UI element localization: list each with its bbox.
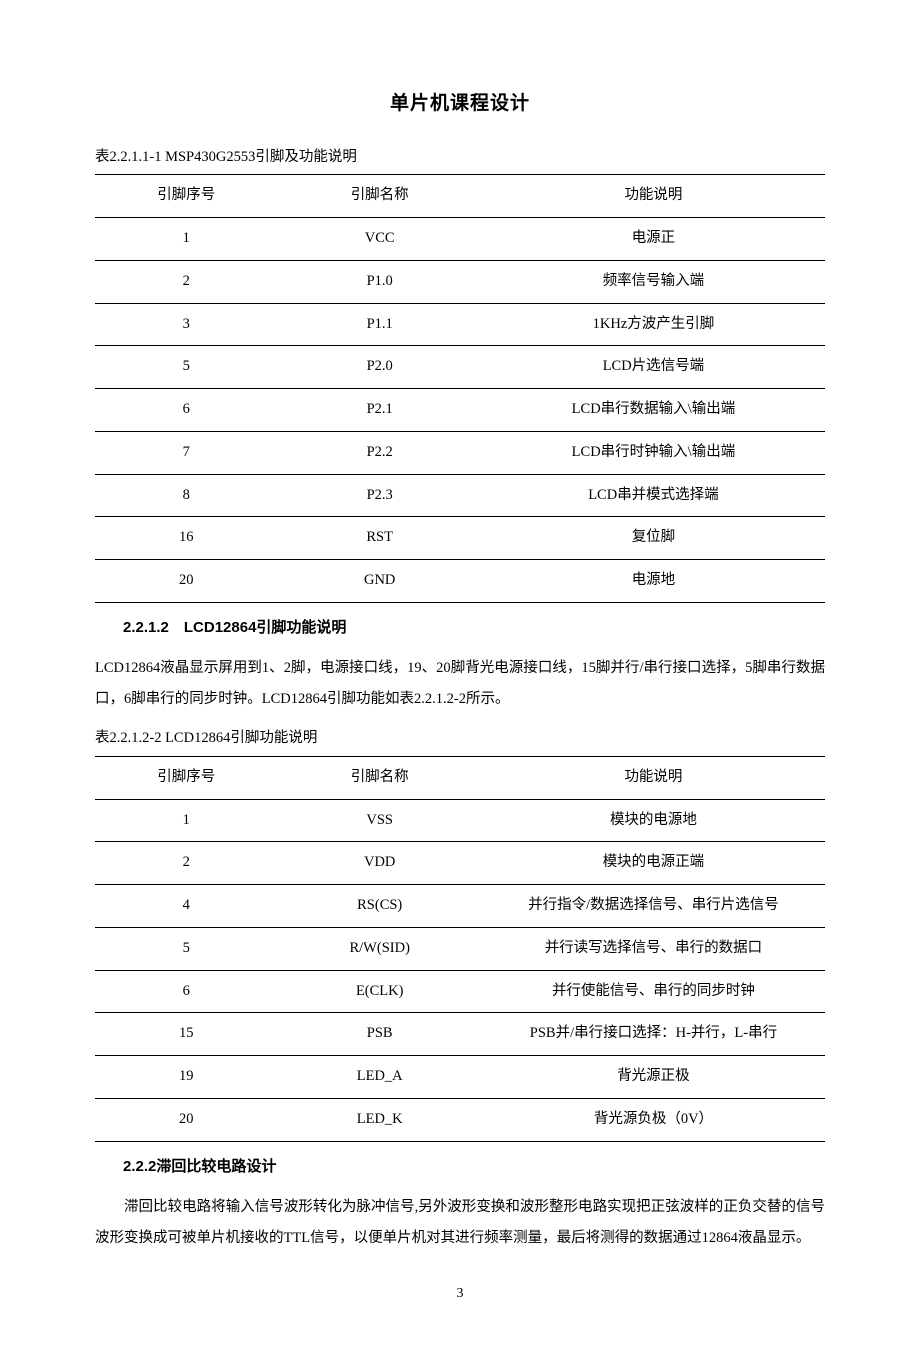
t2-cell: 1 (95, 799, 278, 842)
t1-cell: VCC (278, 218, 482, 261)
t2-cell: 2 (95, 842, 278, 885)
table1-caption: 表2.2.1.1-1 MSP430G2553引脚及功能说明 (95, 147, 825, 169)
t2-row: 1VSS模块的电源地 (95, 799, 825, 842)
t1-header-name: 引脚名称 (278, 175, 482, 218)
t2-row: 5R/W(SID)并行读写选择信号、串行的数据口 (95, 927, 825, 970)
t1-cell: 7 (95, 431, 278, 474)
t1-cell: 频率信号输入端 (482, 260, 825, 303)
paragraph-lcd-intro: LCD12864液晶显示屏用到1、2脚，电源接口线，19、20脚背光电源接口线，… (95, 653, 825, 714)
t1-cell: 电源地 (482, 560, 825, 603)
pin-table-1: 引脚序号 引脚名称 功能说明 1VCC电源正2P1.0频率信号输入端3P1.11… (95, 174, 825, 603)
t1-row: 1VCC电源正 (95, 218, 825, 261)
t1-cell: GND (278, 560, 482, 603)
t2-cell: 背光源正极 (482, 1056, 825, 1099)
t1-cell: LCD串行数据输入\输出端 (482, 389, 825, 432)
t2-cell: PSB (278, 1013, 482, 1056)
t2-row: 20LED_K背光源负极（0V） (95, 1098, 825, 1141)
t2-cell: 模块的电源地 (482, 799, 825, 842)
t2-cell: 模块的电源正端 (482, 842, 825, 885)
t2-cell: 15 (95, 1013, 278, 1056)
t1-header-desc: 功能说明 (482, 175, 825, 218)
t2-cell: 5 (95, 927, 278, 970)
t2-row: 19LED_A背光源正极 (95, 1056, 825, 1099)
t2-cell: 19 (95, 1056, 278, 1099)
t1-cell: LCD串并模式选择端 (482, 474, 825, 517)
t1-cell: 复位脚 (482, 517, 825, 560)
subheading-hysteresis: 2.2.2滞回比较电路设计 (95, 1156, 825, 1179)
t1-cell: 8 (95, 474, 278, 517)
t1-cell: 电源正 (482, 218, 825, 261)
t1-row: 8P2.3LCD串并模式选择端 (95, 474, 825, 517)
t2-row: 15PSBPSB并/串行接口选择：H-并行，L-串行 (95, 1013, 825, 1056)
t1-cell: 3 (95, 303, 278, 346)
t2-cell: PSB并/串行接口选择：H-并行，L-串行 (482, 1013, 825, 1056)
subheading-lcd12864: 2.2.1.2 LCD12864引脚功能说明 (95, 617, 825, 640)
t2-header-pin: 引脚序号 (95, 756, 278, 799)
t2-cell: RS(CS) (278, 885, 482, 928)
t1-cell: LCD片选信号端 (482, 346, 825, 389)
t1-cell: 2 (95, 260, 278, 303)
t1-header-pin: 引脚序号 (95, 175, 278, 218)
t1-cell: 1 (95, 218, 278, 261)
t2-row: 6E(CLK)并行使能信号、串行的同步时钟 (95, 970, 825, 1013)
t1-cell: P1.1 (278, 303, 482, 346)
t1-cell: 20 (95, 560, 278, 603)
t1-cell: 1KHz方波产生引脚 (482, 303, 825, 346)
t1-cell: 6 (95, 389, 278, 432)
t1-row: 2P1.0频率信号输入端 (95, 260, 825, 303)
document-title: 单片机课程设计 (95, 90, 825, 119)
t2-cell: 并行读写选择信号、串行的数据口 (482, 927, 825, 970)
t2-cell: R/W(SID) (278, 927, 482, 970)
t2-cell: 背光源负极（0V） (482, 1098, 825, 1141)
t2-cell: 6 (95, 970, 278, 1013)
t1-row: 20GND电源地 (95, 560, 825, 603)
t2-cell: 20 (95, 1098, 278, 1141)
t1-cell: P2.3 (278, 474, 482, 517)
t1-cell: P2.2 (278, 431, 482, 474)
pin-table-2: 引脚序号 引脚名称 功能说明 1VSS模块的电源地2VDD模块的电源正端4RS(… (95, 756, 825, 1142)
paragraph-hysteresis: 滞回比较电路将输入信号波形转化为脉冲信号,另外波形变换和波形整形电路实现把正弦波… (95, 1192, 825, 1253)
t1-cell: P1.0 (278, 260, 482, 303)
t2-cell: LED_A (278, 1056, 482, 1099)
t1-cell: P2.1 (278, 389, 482, 432)
t1-row: 16RST复位脚 (95, 517, 825, 560)
t1-row: 3P1.11KHz方波产生引脚 (95, 303, 825, 346)
t2-cell: 并行使能信号、串行的同步时钟 (482, 970, 825, 1013)
t2-cell: E(CLK) (278, 970, 482, 1013)
page-number: 3 (95, 1283, 825, 1304)
t1-cell: P2.0 (278, 346, 482, 389)
t2-cell: LED_K (278, 1098, 482, 1141)
t1-cell: RST (278, 517, 482, 560)
t2-header-name: 引脚名称 (278, 756, 482, 799)
t1-row: 6P2.1LCD串行数据输入\输出端 (95, 389, 825, 432)
t2-row: 2VDD模块的电源正端 (95, 842, 825, 885)
t1-cell: LCD串行时钟输入\输出端 (482, 431, 825, 474)
t1-row: 7P2.2LCD串行时钟输入\输出端 (95, 431, 825, 474)
t1-cell: 5 (95, 346, 278, 389)
t2-row: 4RS(CS)并行指令/数据选择信号、串行片选信号 (95, 885, 825, 928)
t1-cell: 16 (95, 517, 278, 560)
t2-header-desc: 功能说明 (482, 756, 825, 799)
t2-cell: 4 (95, 885, 278, 928)
t2-cell: VSS (278, 799, 482, 842)
t2-cell: 并行指令/数据选择信号、串行片选信号 (482, 885, 825, 928)
t2-cell: VDD (278, 842, 482, 885)
table2-caption: 表2.2.1.2-2 LCD12864引脚功能说明 (95, 728, 825, 750)
t1-row: 5P2.0LCD片选信号端 (95, 346, 825, 389)
